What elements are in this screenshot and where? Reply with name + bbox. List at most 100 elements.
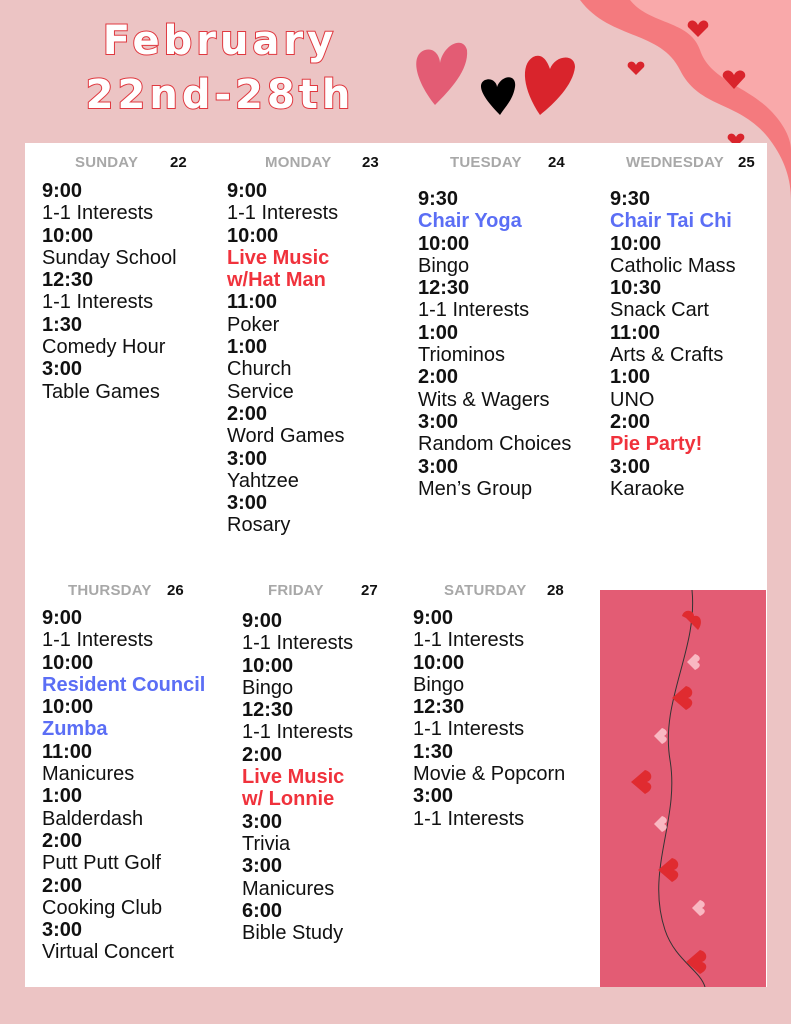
event-item: 3:00 Table Games [42,358,177,403]
event-title: Table Games [42,380,160,403]
event-title: Bingo [418,254,470,277]
event-time: 3:00 [227,447,268,470]
event-title: Bingo [242,676,294,699]
event-item: 9:00 1-1 Interests [413,607,565,652]
day-column-friday: 9:00 1-1 Interests 10:00 Bingo 12:30 1-1 Inte… [242,610,357,944]
event-item: 2:00 Live Music w/ Lonnie [242,744,357,811]
event-time: 3:00 [418,410,459,433]
event-title: 1-1 Interests [227,202,339,225]
event-title: 1-1 Interests [42,629,154,652]
event-item: 10:00 Live Music w/Hat Man [227,225,347,292]
event-title: Yahtzee [227,469,299,492]
event-title: Putt Putt Golf [42,852,161,875]
event-time: 3:00 [242,810,283,833]
event-title: Triominos [418,344,506,367]
event-time: 9:30 [418,188,459,210]
event-item: 3:00 Karaoke [610,456,736,501]
event-time: 10:00 [610,232,662,255]
event-item: 12:30 1-1 Interests [418,277,571,322]
event-title: Manicures [242,877,335,900]
event-time: 3:00 [413,785,454,808]
day-header-saturday: SATURDAY [444,582,527,599]
day-date-thursday: 26 [167,582,184,599]
event-item: 6:00 Bible Study [242,900,357,945]
event-title: Virtual Concert [42,941,174,964]
event-time: 6:00 [242,899,283,922]
event-time: 1:30 [42,313,83,336]
event-item: 3:00 Manicures [242,855,357,900]
event-time: 12:30 [418,277,470,300]
event-title: Church Service [227,358,294,403]
event-title: Balderdash [42,807,144,830]
day-header-friday: FRIDAY [268,582,324,599]
event-item: 11:00 Manicures [42,741,205,786]
event-time: 3:00 [42,919,83,942]
event-time: 10:00 [42,696,94,719]
event-time: 10:00 [42,651,94,674]
event-title: Resident Council [42,673,206,696]
wave-decoration [580,0,791,200]
event-title: Bible Study [242,922,344,945]
event-time: 1:00 [227,336,268,359]
event-time: 1:00 [418,321,459,344]
event-time: 3:00 [610,455,651,478]
day-header-monday: MONDAY [265,154,332,171]
event-item: 2:00 Putt Putt Golf [42,830,205,875]
event-title: 1-1 Interests [242,721,354,744]
event-time: 3:00 [227,492,268,515]
day-date-sunday: 22 [170,154,187,171]
event-title: Men’s Group [418,477,533,500]
day-header-thursday: THURSDAY [68,582,152,599]
event-title: Trivia [242,832,291,855]
event-title: Zumba [42,718,108,741]
event-item: 1:30 Comedy Hour [42,314,177,359]
event-item: 10:00 Bingo [418,233,571,278]
event-item: 11:00 Poker [227,291,347,336]
event-item: 3:00 Trivia [242,811,357,856]
event-item: 3:00 Virtual Concert [42,919,205,964]
event-item: 10:00 Bingo [413,652,565,697]
event-time: 3:00 [242,855,283,878]
event-item: 9:00 1-1 Interests [242,610,357,655]
event-title: 1-1 Interests [242,632,354,655]
event-time: 2:00 [242,743,283,766]
event-item: 10:00 Sunday School [42,225,177,270]
event-title: Cooking Club [42,896,163,919]
event-title: 1-1 Interests [42,202,154,225]
day-column-monday: 9:00 1-1 Interests 10:00 Live Music w/Hat M… [227,180,347,537]
event-title: Catholic Mass [610,254,736,277]
event-title: Pie Party! [610,433,703,456]
event-item: 2:00 Pie Party! [610,411,736,456]
day-column-wednesday: 9:30 Chair Tai Chi 10:00 Catholic Mass 10:30… [610,188,736,500]
event-time: 2:00 [42,874,83,897]
event-time: 2:00 [227,402,268,425]
event-title: Wits & Wagers [418,388,550,411]
day-header-wednesday: WEDNESDAY [626,154,724,171]
event-title: Movie & Popcorn [413,763,566,786]
day-column-sunday: 9:00 1-1 Interests 10:00 Sunday School 12:30… [42,180,177,403]
event-item: 1:00 Triominos [418,322,571,367]
event-time: 11:00 [42,740,93,763]
event-time: 1:00 [42,785,83,808]
event-item: 10:00 Zumba [42,696,205,741]
event-title: 1-1 Interests [418,299,530,322]
event-time: 11:00 [610,321,661,344]
event-time: 10:30 [610,277,662,300]
event-item: 10:00 Catholic Mass [610,233,736,278]
event-title: Arts & Crafts [610,344,724,367]
event-time: 9:30 [610,188,651,210]
event-time: 10:00 [242,654,294,677]
event-time: 3:00 [418,455,459,478]
day-column-thursday: 9:00 1-1 Interests 10:00 Resident Council 10… [42,607,205,964]
small-hearts-icon [627,20,746,147]
day-date-monday: 23 [362,154,379,171]
event-title: Manicures [42,763,135,786]
event-item: 9:30 Chair Tai Chi [610,188,736,233]
event-title: Bingo [413,673,465,696]
event-title: Live Music w/ Lonnie [242,766,345,811]
day-header-sunday: SUNDAY [75,154,139,171]
hearts-cluster-icon [416,42,575,115]
event-time: 9:00 [413,607,454,629]
event-title: Word Games [227,425,345,448]
event-item: 1:00 Balderdash [42,785,205,830]
